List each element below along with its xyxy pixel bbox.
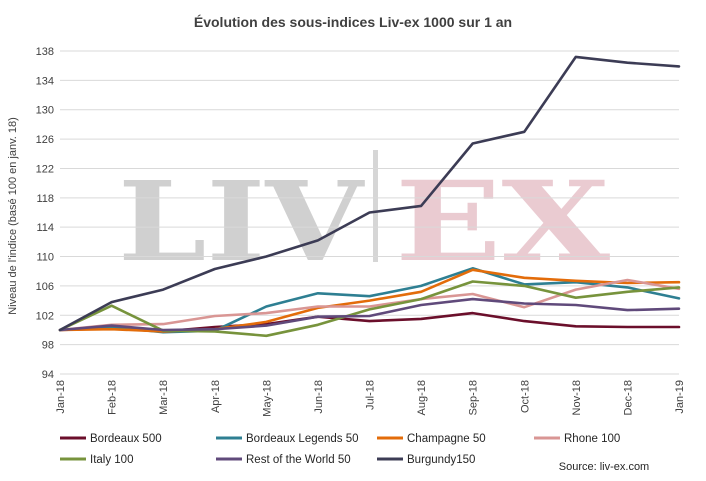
legend-item: Rhone 100 bbox=[534, 433, 620, 445]
legend-item: Italy 100 bbox=[60, 454, 133, 466]
legend-item: Rest of the World 50 bbox=[216, 454, 351, 466]
x-tick-label: Jan-18 bbox=[55, 380, 67, 414]
legend-label: Italy 100 bbox=[90, 454, 133, 466]
y-tick-label: 138 bbox=[36, 46, 54, 58]
livex-watermark-logo: LIV EX bbox=[118, 150, 611, 286]
legend-item: Burgundy150 bbox=[377, 454, 475, 466]
watermark-liv: LIV bbox=[118, 157, 365, 286]
x-tick-label: Nov-18 bbox=[571, 380, 583, 415]
x-axis-ticks: Jan-18 Feb-18 Mar-18 Apr-18 May-18 Jun-18 Jul-… bbox=[55, 380, 686, 417]
legend-label: Burgundy150 bbox=[407, 454, 475, 466]
y-tick-label: 110 bbox=[36, 252, 54, 264]
legend-item: Bordeaux Legends 50 bbox=[216, 433, 359, 445]
legend-label: Bordeaux Legends 50 bbox=[246, 433, 359, 445]
legend-label: Rhone 100 bbox=[564, 433, 620, 445]
y-tick-label: 130 bbox=[36, 105, 54, 117]
y-tick-label: 94 bbox=[42, 369, 54, 381]
x-tick-label: Mar-18 bbox=[158, 380, 170, 415]
legend-item: Bordeaux 500 bbox=[60, 433, 162, 445]
source-note: Source: liv-ex.com bbox=[559, 461, 649, 473]
x-tick-label: Aug-18 bbox=[416, 380, 428, 415]
y-tick-label: 134 bbox=[36, 75, 54, 87]
legend-item: Champagne 50 bbox=[377, 433, 486, 445]
y-tick-label: 122 bbox=[36, 163, 54, 175]
watermark-divider bbox=[373, 150, 378, 262]
x-tick-label: Sep-18 bbox=[468, 380, 480, 415]
y-tick-label: 118 bbox=[36, 193, 54, 205]
legend-label: Champagne 50 bbox=[407, 433, 486, 445]
x-tick-label: Jun-18 bbox=[313, 380, 325, 414]
x-tick-label: Feb-18 bbox=[107, 380, 119, 415]
legend: Bordeaux 500 Bordeaux Legends 50 Champagne… bbox=[60, 433, 620, 466]
series-line-6 bbox=[58, 55, 681, 332]
y-tick-label: 102 bbox=[36, 310, 54, 322]
series-line-5 bbox=[58, 297, 681, 332]
x-tick-label: Jul-18 bbox=[365, 380, 377, 410]
x-tick-label: Apr-18 bbox=[210, 380, 222, 413]
y-tick-label: 114 bbox=[36, 222, 54, 234]
x-tick-label: Jan-19 bbox=[674, 380, 686, 414]
legend-label: Rest of the World 50 bbox=[246, 454, 351, 466]
series-lines bbox=[58, 55, 681, 338]
x-tick-label: Dec-18 bbox=[622, 380, 634, 415]
legend-label: Bordeaux 500 bbox=[90, 433, 162, 445]
watermark-ex: EX bbox=[395, 157, 611, 286]
y-tick-label: 126 bbox=[36, 134, 54, 146]
series-line-3 bbox=[58, 278, 681, 332]
chart-title: Évolution des sous-indices Liv-ex 1000 s… bbox=[194, 14, 512, 30]
x-tick-label: Oct-18 bbox=[519, 380, 531, 413]
y-tick-label: 106 bbox=[36, 281, 54, 293]
x-tick-label: May-18 bbox=[261, 380, 273, 417]
y-axis-label: Niveau de l'indice (basé 100 en janv. 18… bbox=[7, 117, 19, 315]
grid-lines bbox=[60, 50, 679, 375]
y-tick-label: 98 bbox=[42, 340, 54, 352]
y-axis-ticks: 94 98 102 106 110 114 118 122 126 130 134 138 bbox=[36, 46, 54, 381]
